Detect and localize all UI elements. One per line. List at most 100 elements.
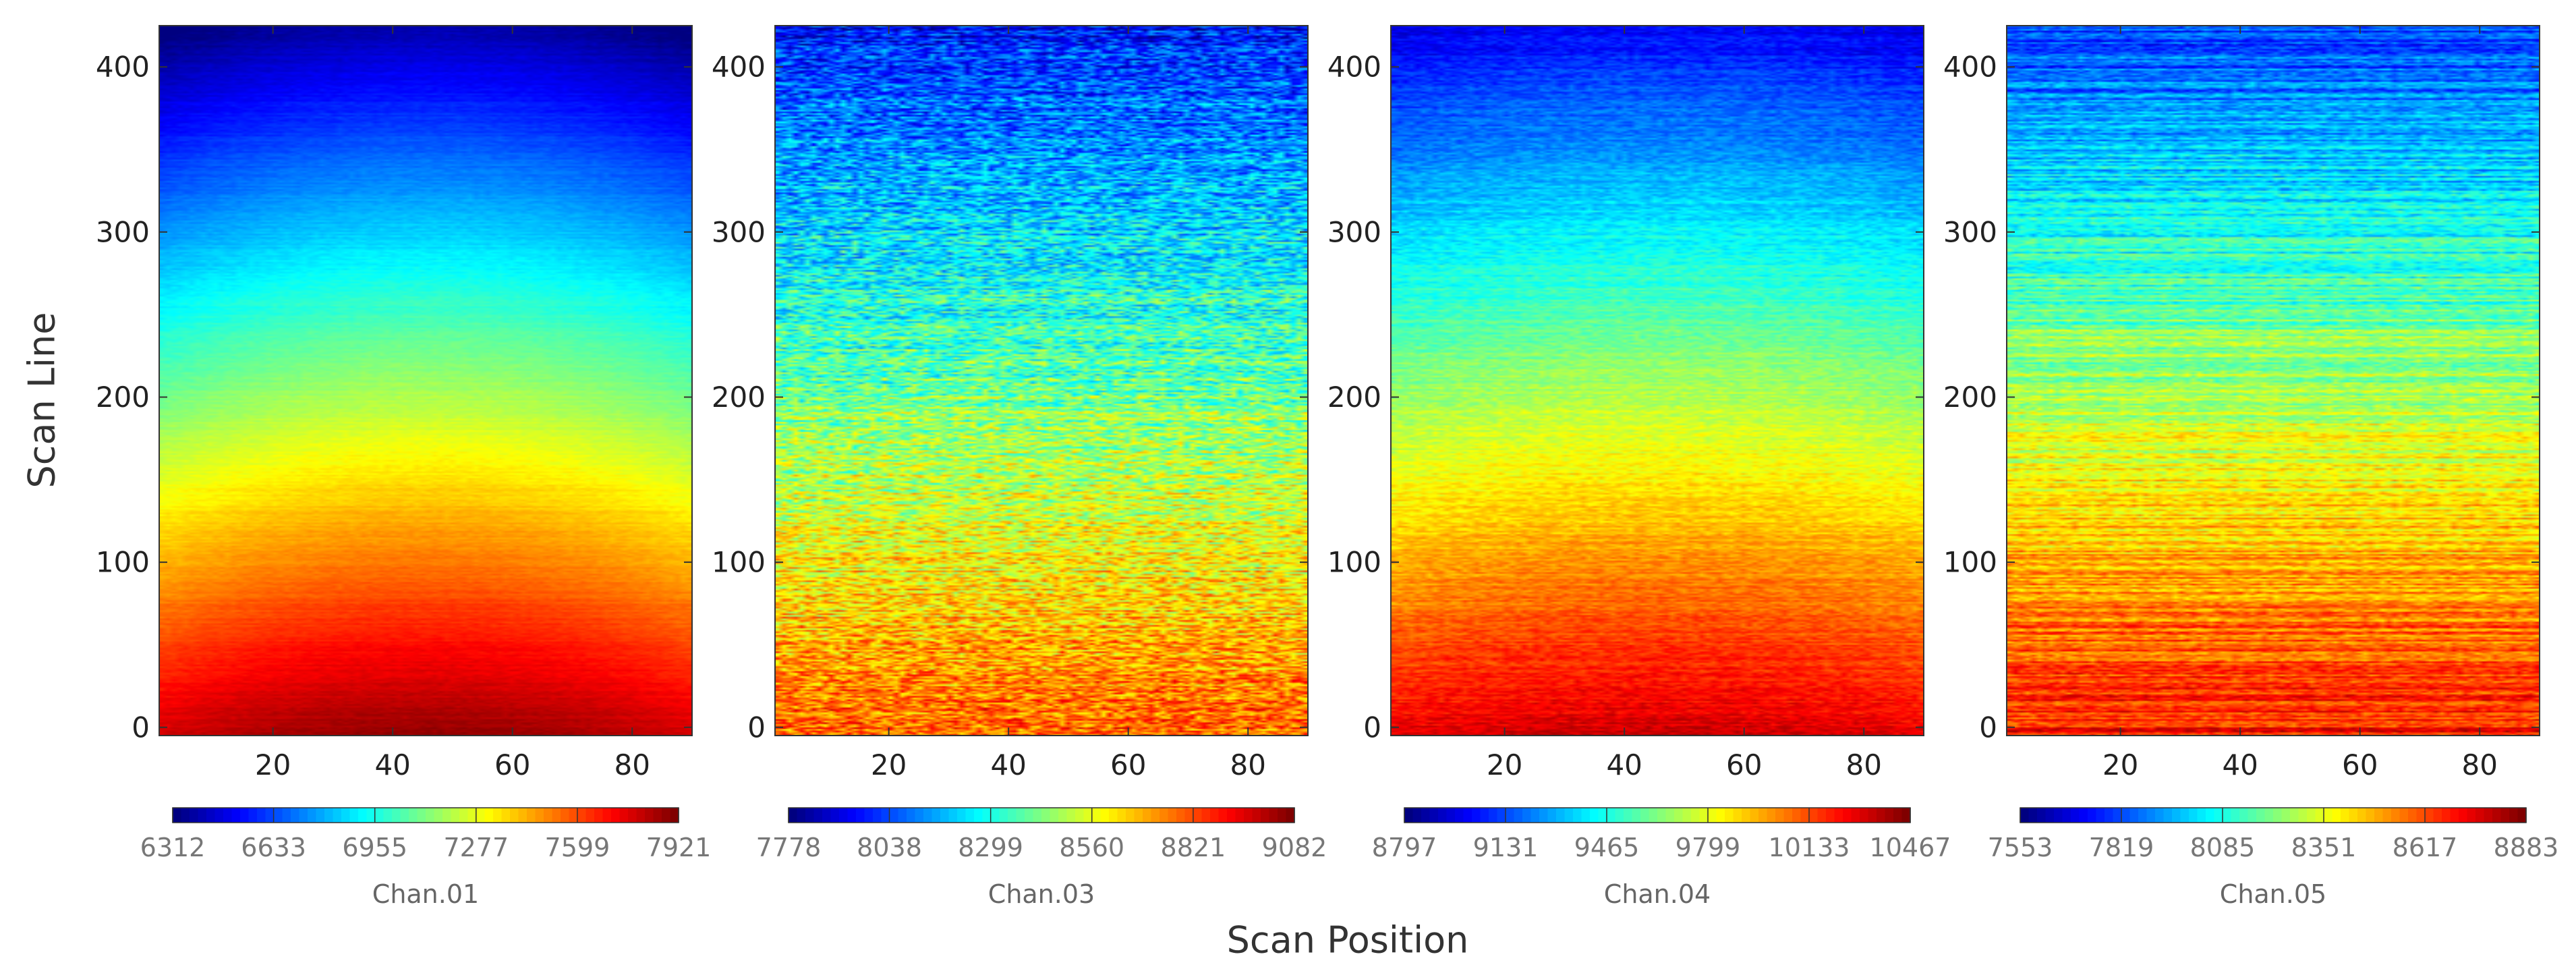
plot-frame (774, 25, 1309, 736)
colorbar-segment (2399, 808, 2409, 823)
colorbar-segment (1573, 808, 1582, 823)
colorbar-segment (1261, 808, 1270, 823)
colorbar-segment (2045, 808, 2055, 823)
colorbar-segment (2382, 808, 2392, 823)
colorbar-segment (628, 808, 637, 823)
colorbar-segment (2071, 808, 2080, 823)
colorbar-segment (223, 808, 233, 823)
y-tick-label: 400 (1327, 51, 1381, 84)
colorbar-tick-label: 8351 (2291, 833, 2357, 862)
colorbar-segment (2341, 808, 2350, 823)
colorbar-segment (2214, 808, 2223, 823)
colorbar-segment (451, 808, 460, 823)
colorbar-segment (1539, 808, 1549, 823)
colorbar-segment (805, 808, 815, 823)
colorbar-segment (2425, 808, 2434, 823)
colorbar-segment (653, 808, 662, 823)
colorbar-segment (2129, 808, 2139, 823)
colorbar-tick-label: 8797 (1372, 833, 1437, 862)
colorbar-segment (1691, 808, 1700, 823)
x-tick-label: 40 (990, 748, 1026, 781)
y-tick-label: 100 (1327, 546, 1381, 579)
colorbar-segment (2054, 808, 2063, 823)
colorbar-segment (965, 808, 975, 823)
colorbar-segment (1893, 808, 1903, 823)
y-tick-label: 400 (1943, 51, 1997, 84)
colorbar-segment (813, 808, 823, 823)
y-tick-label: 200 (96, 381, 150, 414)
colorbar-segment (1514, 808, 1523, 823)
y-tick-label: 300 (96, 215, 150, 248)
colorbar-tick-label: 10467 (1870, 833, 1951, 862)
colorbar-segment (341, 808, 351, 823)
colorbar-segment (2442, 808, 2451, 823)
colorbar-segment (375, 808, 384, 823)
colorbar-segment (1151, 808, 1160, 823)
colorbar-segment (366, 808, 376, 823)
colorbar-segment (493, 808, 503, 823)
colorbar-segment (2450, 808, 2459, 823)
colorbar-tick-label: 7778 (756, 833, 822, 862)
colorbar-segment (873, 808, 882, 823)
colorbar-segment (392, 808, 401, 823)
colorbar-segment (1682, 808, 1692, 823)
x-tick-label: 80 (1230, 748, 1266, 781)
colorbar-segment (2138, 808, 2148, 823)
colorbar-tick-label: 7553 (1988, 833, 2053, 862)
plot-frame (159, 25, 693, 736)
colorbar-segment (2391, 808, 2401, 823)
colorbar-segment (2223, 808, 2232, 823)
colorbar-segment (2281, 808, 2291, 823)
y-tick-label: 400 (96, 51, 150, 84)
colorbar-tick-label: 7599 (545, 833, 610, 862)
heatmap-panel-2: 20 40 60 80 0 100 200 300 400 7778 8038 8299 8560 882… (712, 25, 1327, 909)
colorbar-segment (400, 808, 409, 823)
colorbar-segment (2273, 808, 2283, 823)
x-tick-label: 20 (255, 748, 291, 781)
colorbar-segment (1252, 808, 1261, 823)
colorbar-segment (291, 808, 300, 823)
colorbar-segment (1412, 808, 1422, 823)
colorbar-segment (907, 808, 916, 823)
colorbar-segment (214, 808, 224, 823)
x-tick-label: 40 (374, 748, 410, 781)
colorbar-tick-label: 8299 (958, 833, 1023, 862)
colorbar-segment (2484, 808, 2493, 823)
colorbar-segment (881, 808, 890, 823)
colorbar-tick-label: 6633 (241, 833, 306, 862)
colorbar-segment (2105, 808, 2114, 823)
x-tick-label: 60 (1110, 748, 1146, 781)
colorbar-segment (2475, 808, 2485, 823)
colorbar-segment (2163, 808, 2173, 823)
colorbar-segment (2189, 808, 2198, 823)
colorbar-segment (1877, 808, 1886, 823)
colorbar-segment (974, 808, 983, 823)
colorbar-segment (856, 808, 865, 823)
channel-label: Chan.01 (372, 879, 479, 909)
colorbar-segment (2408, 808, 2417, 823)
x-tick-label: 80 (1846, 748, 1882, 781)
y-tick-label: 400 (712, 51, 766, 84)
colorbar-tick-label: 8821 (1161, 833, 1226, 862)
colorbar-segment (2374, 808, 2384, 823)
colorbar-segment (645, 808, 654, 823)
colorbar-segment (957, 808, 967, 823)
colorbar-segment (501, 808, 511, 823)
colorbar-segment (1404, 808, 1414, 823)
colorbar-segment (890, 808, 899, 823)
y-tick-label: 0 (1979, 711, 1997, 744)
colorbar-segment (999, 808, 1008, 823)
colorbar-segment (1615, 808, 1624, 823)
colorbar-segment (915, 808, 924, 823)
colorbar-segment (1126, 808, 1135, 823)
colorbar-segment (383, 808, 393, 823)
colorbar-segment (1809, 808, 1819, 823)
x-tick-label: 60 (2342, 748, 2378, 781)
colorbar-segment (1184, 808, 1194, 823)
heatmap-image (2007, 26, 2540, 736)
colorbar-segment (1269, 808, 1278, 823)
colorbar-segment (1885, 808, 1894, 823)
colorbar-segment (1742, 808, 1751, 823)
colorbar-segment (1657, 808, 1667, 823)
y-tick-label: 100 (712, 546, 766, 579)
